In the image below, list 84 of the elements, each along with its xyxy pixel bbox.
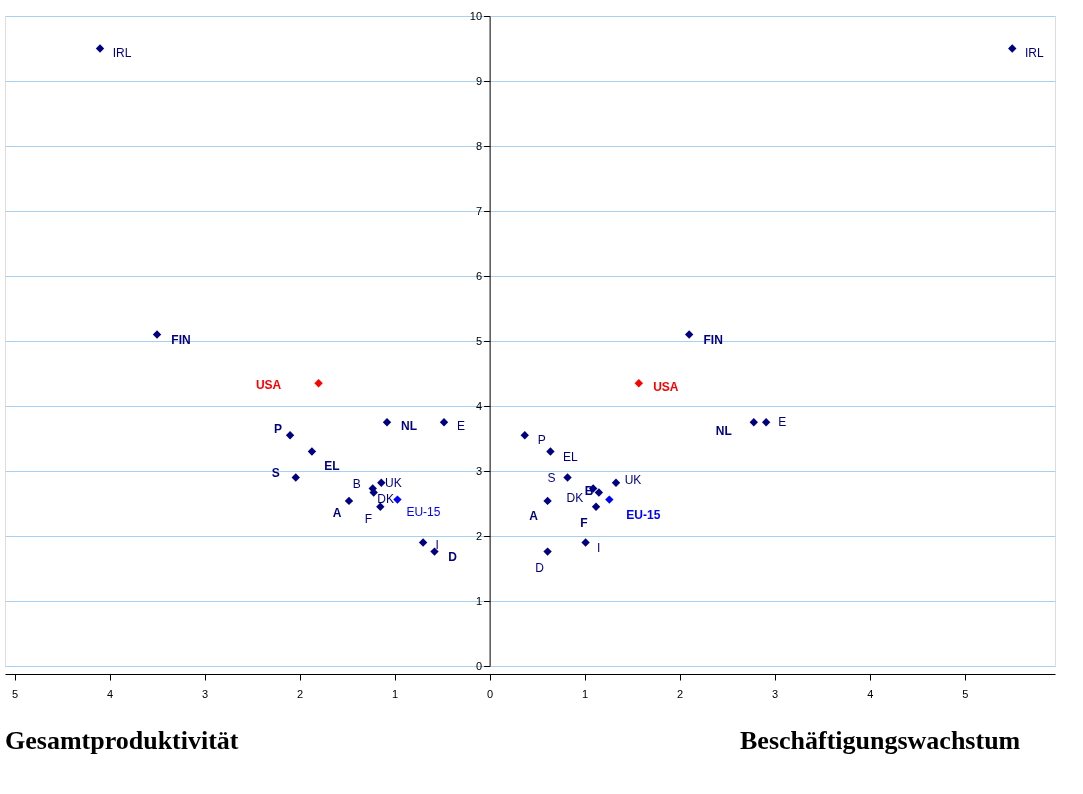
x-tick-label: 5 bbox=[11, 687, 19, 700]
text: NL bbox=[715, 424, 732, 439]
point bbox=[634, 379, 643, 388]
text: I bbox=[435, 537, 439, 552]
y-tick-label: 1 bbox=[475, 594, 483, 607]
y-tick-label: 3 bbox=[475, 464, 483, 477]
x-tick-label: 0 bbox=[487, 687, 494, 700]
series-label: D bbox=[535, 560, 545, 575]
text: P bbox=[537, 433, 546, 448]
point bbox=[761, 418, 771, 427]
point bbox=[307, 447, 317, 456]
series-label: IRL bbox=[112, 45, 132, 60]
x-tick-label: 3 bbox=[201, 687, 209, 700]
point bbox=[152, 330, 162, 339]
x-tick-label: 1 bbox=[582, 687, 589, 700]
series-label: F bbox=[364, 511, 373, 526]
text: IRL bbox=[1024, 45, 1044, 60]
point bbox=[95, 44, 105, 53]
point bbox=[314, 379, 323, 388]
point bbox=[581, 538, 590, 547]
x-tick-label: 4 bbox=[867, 687, 874, 700]
x-tick-label: 4 bbox=[106, 687, 114, 700]
point bbox=[418, 538, 428, 547]
text: S bbox=[271, 465, 280, 480]
point bbox=[543, 547, 552, 556]
point bbox=[344, 496, 354, 506]
point bbox=[376, 502, 385, 511]
text: A bbox=[529, 508, 538, 523]
text: USA bbox=[255, 378, 282, 393]
text: B bbox=[352, 476, 361, 491]
point bbox=[291, 473, 300, 482]
point bbox=[605, 495, 614, 504]
text: F bbox=[580, 515, 588, 530]
y-tick-label: 2 bbox=[475, 529, 483, 542]
point bbox=[749, 418, 758, 427]
text: UK bbox=[624, 472, 642, 487]
point bbox=[430, 547, 439, 556]
x-tick-label: 3 bbox=[772, 687, 779, 700]
y-tick-label: 10 bbox=[469, 9, 483, 22]
series-label: P bbox=[274, 422, 283, 437]
point bbox=[382, 418, 392, 427]
series-label: FIN bbox=[703, 332, 723, 347]
x-tick-label: 5 bbox=[962, 687, 969, 700]
series-label: EL bbox=[563, 449, 579, 464]
text: DK bbox=[566, 491, 584, 506]
y-tick-label: 4 bbox=[475, 399, 483, 412]
point bbox=[546, 447, 555, 456]
y-tick-label: 5 bbox=[475, 334, 483, 347]
point bbox=[439, 418, 449, 427]
point bbox=[591, 502, 601, 511]
text: E bbox=[457, 419, 466, 434]
point bbox=[594, 488, 604, 497]
text: D bbox=[448, 549, 457, 564]
text: EL bbox=[324, 458, 340, 473]
point bbox=[377, 478, 386, 487]
series-label: NL bbox=[400, 419, 417, 434]
series-label: E bbox=[778, 415, 787, 430]
point bbox=[393, 495, 402, 504]
text: Gesamtproduktivität bbox=[5, 726, 239, 755]
series-label: USA bbox=[653, 380, 679, 395]
point bbox=[611, 478, 621, 487]
series-label: S bbox=[547, 470, 556, 485]
x-tick-label: 1 bbox=[392, 687, 399, 700]
point bbox=[563, 473, 572, 482]
y-tick-label: 7 bbox=[475, 204, 483, 217]
x-tick-label: 2 bbox=[677, 687, 684, 700]
y-tick-label: 9 bbox=[475, 74, 483, 87]
point bbox=[1008, 44, 1017, 53]
text: EU-15 bbox=[626, 507, 661, 522]
point bbox=[285, 431, 295, 440]
y-tick-label: 8 bbox=[475, 139, 483, 152]
point bbox=[520, 431, 529, 440]
series-label: A bbox=[332, 505, 342, 520]
point bbox=[543, 496, 552, 506]
y-tick-label: 6 bbox=[475, 269, 483, 282]
x-tick-label: 2 bbox=[297, 687, 304, 700]
series-label: DK bbox=[377, 492, 395, 507]
series-label: I bbox=[596, 540, 601, 555]
series-label: UK bbox=[384, 475, 402, 490]
point bbox=[684, 330, 694, 339]
text: Beschäftigungswachstum bbox=[740, 726, 1021, 755]
series-label: EU-15 bbox=[406, 504, 441, 519]
y-tick-label: 0 bbox=[475, 659, 483, 672]
text: FIN bbox=[171, 332, 191, 347]
